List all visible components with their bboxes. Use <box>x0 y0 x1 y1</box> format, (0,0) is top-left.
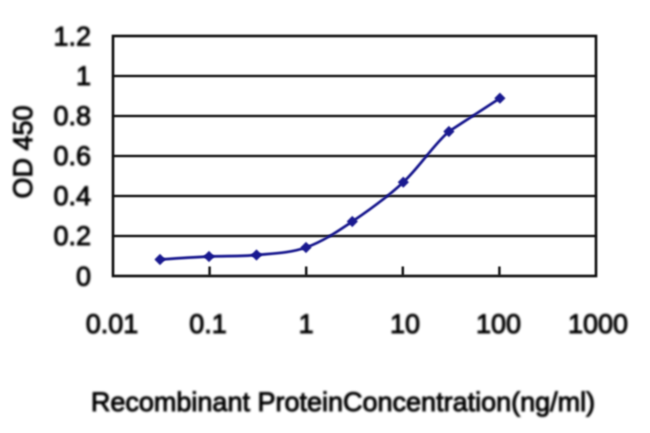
svg-text:0.01: 0.01 <box>86 309 139 339</box>
svg-text:Recombinant ProteinConcentrati: Recombinant ProteinConcentration(ng/ml) <box>91 387 595 417</box>
svg-text:0.1: 0.1 <box>189 309 227 339</box>
svg-text:1: 1 <box>299 309 314 339</box>
svg-text:0.4: 0.4 <box>53 181 91 211</box>
svg-text:100: 100 <box>476 309 521 339</box>
svg-text:OD 450: OD 450 <box>8 105 38 198</box>
svg-text:1.2: 1.2 <box>53 22 91 52</box>
svg-text:10: 10 <box>390 309 420 339</box>
svg-text:1000: 1000 <box>568 309 628 339</box>
svg-text:0.2: 0.2 <box>53 221 91 251</box>
svg-text:0: 0 <box>76 261 91 291</box>
svg-text:1: 1 <box>76 61 91 91</box>
svg-text:0.8: 0.8 <box>53 101 91 131</box>
svg-text:0.6: 0.6 <box>53 141 91 171</box>
